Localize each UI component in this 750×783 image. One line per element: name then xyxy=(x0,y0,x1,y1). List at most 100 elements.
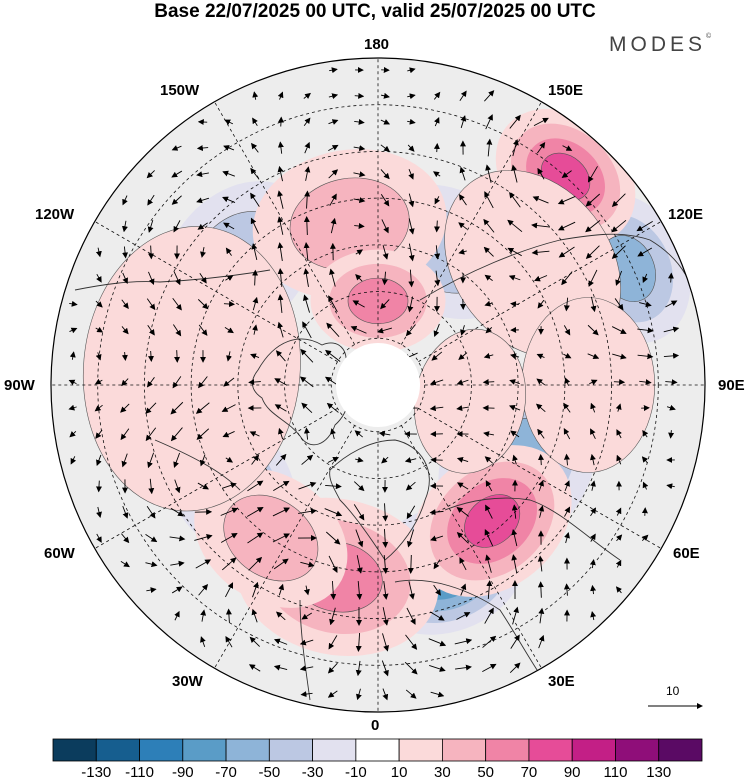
wind-arrow xyxy=(590,402,596,413)
wind-arrow xyxy=(327,456,340,463)
wind-arrow xyxy=(510,634,520,649)
wind-arrow xyxy=(304,166,311,181)
wind-arrow xyxy=(380,169,390,180)
wind-arrow xyxy=(537,167,545,180)
wind-arrow xyxy=(378,430,391,437)
wind-arrow xyxy=(405,689,417,699)
wind-arrow xyxy=(429,665,446,672)
colorbar-swatch xyxy=(398,738,443,762)
wind-arrow xyxy=(94,404,103,412)
wind-arrow xyxy=(382,528,389,548)
wind-arrow xyxy=(458,248,467,255)
wind-arrow xyxy=(433,559,441,570)
wind-arrow xyxy=(431,351,443,361)
wind-arrow xyxy=(249,636,260,647)
wind-arrow xyxy=(249,431,260,437)
wind-arrow xyxy=(611,219,627,233)
wind-arrow xyxy=(170,427,183,442)
wind-arrow xyxy=(537,581,544,598)
wind-arrow xyxy=(663,352,680,359)
wind-arrow xyxy=(275,350,286,362)
wind-arrow xyxy=(223,222,235,230)
wind-arrow xyxy=(355,456,364,463)
wind-arrow xyxy=(225,247,232,256)
wind-arrow xyxy=(328,119,339,125)
colorbar-swatch xyxy=(52,738,97,762)
wind-arrow xyxy=(589,379,598,386)
wind-arrow xyxy=(434,117,440,127)
anomaly-contour xyxy=(464,494,521,548)
wind-arrow xyxy=(329,607,336,626)
wind-arrow xyxy=(222,431,235,438)
wind-arrow xyxy=(456,532,469,544)
wind-arrow xyxy=(174,479,181,494)
wind-arrow xyxy=(382,688,389,701)
wind-arrow xyxy=(484,529,494,547)
wind-arrow xyxy=(356,688,362,701)
wind-arrow xyxy=(407,296,414,313)
wind-arrow xyxy=(482,379,495,386)
wind-arrow xyxy=(564,377,571,386)
wind-arrow xyxy=(197,299,209,310)
wind-arrow xyxy=(172,297,182,311)
wind-arrow xyxy=(355,529,364,548)
wind-arrow xyxy=(381,660,389,677)
wind-arrow xyxy=(277,268,284,288)
wind-arrow xyxy=(512,138,519,157)
wind-arrow xyxy=(224,119,234,125)
wind-arrow xyxy=(590,507,597,517)
colorbar-label: -70 xyxy=(215,764,237,781)
wind-arrow xyxy=(483,218,495,233)
wind-arrow xyxy=(170,560,185,567)
wind-arrow xyxy=(146,377,155,388)
wind-arrow xyxy=(278,583,285,596)
wind-arrow xyxy=(614,298,624,311)
wind-arrow xyxy=(146,505,156,519)
meridian-line xyxy=(94,408,338,549)
wind-arrow xyxy=(458,352,468,361)
wind-arrow xyxy=(353,197,366,204)
colorbar-label: 70 xyxy=(520,764,538,781)
wind-arrow xyxy=(536,378,546,386)
wind-arrow xyxy=(194,534,213,541)
lon-label-120w: 120W xyxy=(35,206,75,223)
wind-arrow xyxy=(174,610,180,621)
wind-arrow xyxy=(70,456,77,465)
wind-arrow xyxy=(196,145,209,152)
wind-arrow xyxy=(355,660,362,677)
wind-arrow xyxy=(667,272,674,283)
map-boundary xyxy=(50,57,706,713)
wind-arrow xyxy=(300,561,315,568)
wind-arrow xyxy=(406,607,416,625)
wind-arrow xyxy=(120,561,130,568)
wind-arrow xyxy=(222,170,235,177)
wind-arrow xyxy=(382,245,389,260)
wind-arrow xyxy=(147,324,155,336)
wind-arrow xyxy=(252,324,258,335)
wind-arrow xyxy=(537,299,545,309)
wind-arrow xyxy=(433,323,440,337)
wind-arrow xyxy=(408,243,415,262)
wind-arrow xyxy=(612,353,627,360)
colorbar-swatch xyxy=(312,738,357,762)
wind-arrow xyxy=(512,454,518,465)
wind-arrow xyxy=(252,269,259,286)
wind-arrow xyxy=(404,661,418,675)
wind-arrow xyxy=(355,632,362,652)
wind-arrow xyxy=(248,664,261,672)
wind-arrow xyxy=(484,456,493,464)
wind-arrow xyxy=(196,197,210,204)
wind-arrow xyxy=(69,351,76,360)
wind-arrow xyxy=(298,508,317,515)
wind-arrow xyxy=(146,587,157,594)
wind-arrow xyxy=(382,633,389,652)
wind-arrow xyxy=(146,298,156,311)
wind-arrow xyxy=(641,534,649,542)
wind-arrow xyxy=(94,378,103,385)
meridian-line xyxy=(401,101,542,345)
wind-arrow xyxy=(587,353,600,360)
colorbar-swatch xyxy=(571,738,616,762)
wind-arrow xyxy=(145,402,157,414)
colorbar-swatch xyxy=(485,738,530,762)
wind-arrow xyxy=(148,245,155,260)
